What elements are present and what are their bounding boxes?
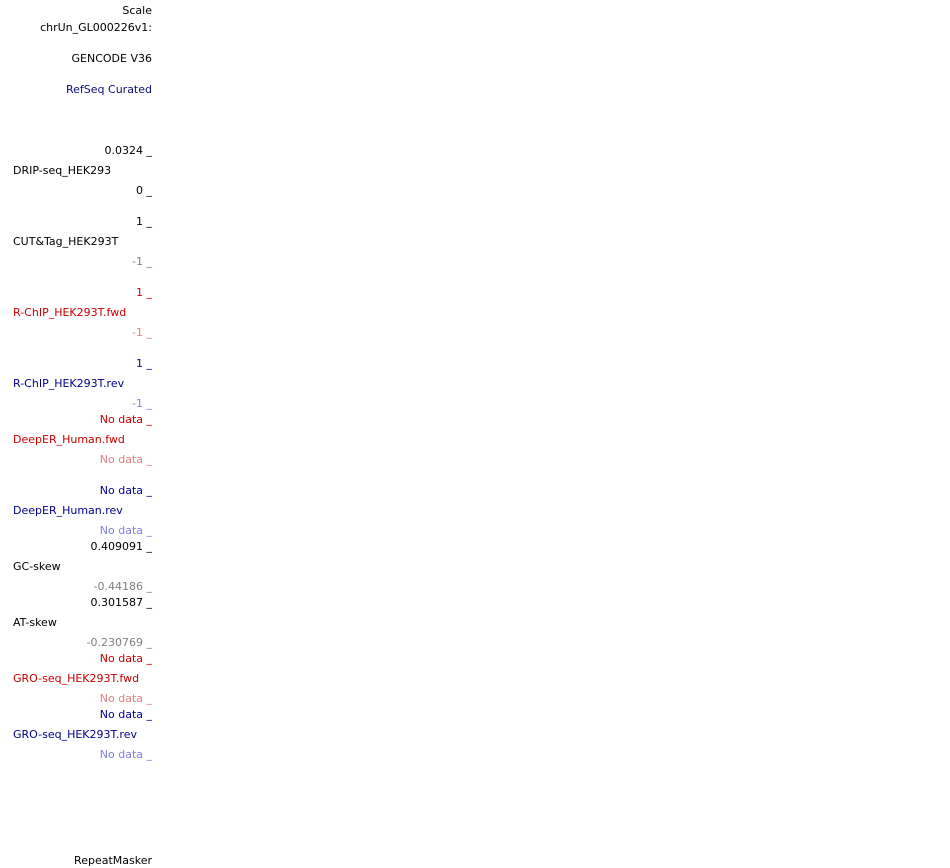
cuttag-max-value: 1 _ [136,215,152,228]
cuttag-min-value: -1 _ [132,255,152,268]
track-label-repeatmasker[interactable]: RepeatMasker [74,854,152,867]
track-label-gro-fwd[interactable]: GRO-seq_HEK293T.fwd [13,672,140,685]
gro-rev-min-value: No data _ [99,748,152,761]
rchip-fwd-max-value: 1 _ [136,286,152,299]
chromosome-label[interactable]: chrUn_GL000226v1: [40,21,152,34]
track-label-drip-seq[interactable]: DRIP-seq_HEK293 [13,164,112,177]
rchip-fwd-min-value: -1 _ [132,326,152,339]
track-label-gro-rev[interactable]: GRO-seq_HEK293T.rev [13,728,137,741]
deeper-rev-max-value: No data _ [99,484,152,497]
track-label-deeper-fwd[interactable]: DeepER_Human.fwd [13,433,125,446]
gc-skew-min-value: -0.44186 _ [93,580,152,593]
at-skew-max-value: 0.301587 _ [90,596,152,609]
drip-max-value: 0.0324 _ [104,144,153,157]
rchip-rev-min-value: -1 _ [132,397,152,410]
track-label-rchip-rev[interactable]: R-ChIP_HEK293T.rev [13,377,125,390]
at-skew-min-value: -0.230769 _ [86,636,152,649]
track-label-rchip-fwd[interactable]: R-ChIP_HEK293T.fwd [13,306,127,319]
deeper-fwd-max-value: No data _ [99,413,152,426]
gro-fwd-min-value: No data _ [99,692,152,705]
rchip-rev-max-value: 1 _ [136,357,152,370]
scale-label[interactable]: Scale [122,4,152,17]
track-label-panel: Scale chrUn_GL000226v1: GENCODE V36 RefS… [0,0,160,868]
track-image-area[interactable] [160,0,950,868]
deeper-rev-min-value: No data _ [99,524,152,537]
gc-skew-max-value: 0.409091 _ [90,540,152,553]
track-label-refseq[interactable]: RefSeq Curated [66,83,152,96]
track-label-gc-skew[interactable]: GC-skew [13,560,61,573]
gro-rev-max-value: No data _ [99,708,152,721]
gro-fwd-max-value: No data _ [99,652,152,665]
track-label-gencode[interactable]: GENCODE V36 [71,52,152,65]
deeper-fwd-min-value: No data _ [99,453,152,466]
track-label-cuttag[interactable]: CUT&Tag_HEK293T [13,235,119,248]
drip-min-value: 0 _ [136,184,152,197]
track-label-deeper-rev[interactable]: DeepER_Human.rev [13,504,123,517]
track-label-at-skew[interactable]: AT-skew [13,616,57,629]
